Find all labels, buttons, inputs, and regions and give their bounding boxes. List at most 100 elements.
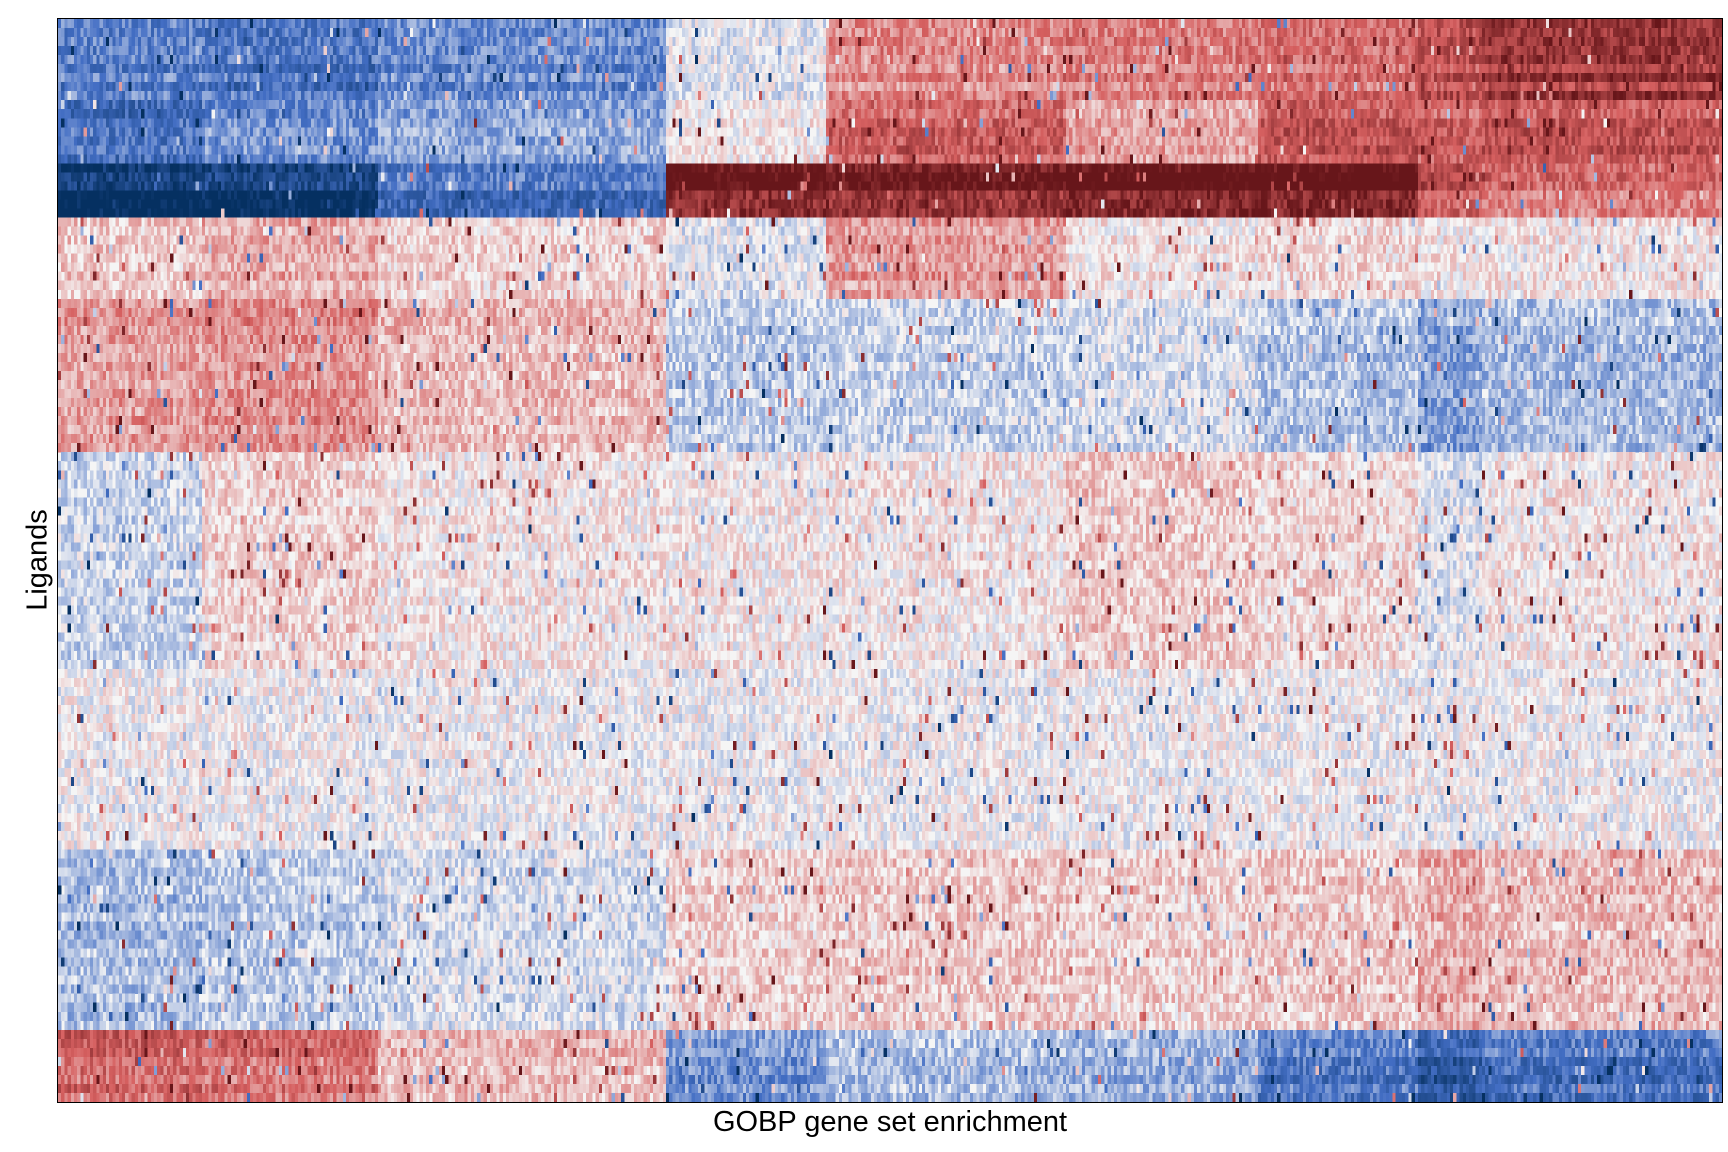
heatmap-cell [103, 46, 106, 55]
heatmap-cell [1252, 37, 1255, 46]
heatmap-cell [295, 55, 298, 64]
heatmap-cell [644, 46, 647, 55]
heatmap-cell [970, 19, 973, 28]
heatmap-cell [1402, 37, 1405, 46]
heatmap-cell [602, 37, 605, 46]
heatmap-cell [1114, 46, 1117, 55]
heatmap-cell [906, 37, 909, 46]
heatmap-cell [455, 37, 458, 46]
heatmap-cell [1012, 19, 1015, 28]
heatmap-cell [224, 46, 227, 55]
heatmap-cell [1405, 46, 1408, 55]
heatmap-cell [1210, 19, 1213, 28]
heatmap-cell [1661, 19, 1664, 28]
heatmap-cell [141, 55, 144, 64]
heatmap-cell [436, 37, 439, 46]
heatmap-cell [746, 37, 749, 46]
heatmap-cell [1040, 28, 1043, 37]
heatmap-cell [826, 37, 829, 46]
heatmap-cell [1629, 46, 1632, 55]
heatmap-cell [276, 55, 279, 64]
heatmap-cell [359, 37, 362, 46]
heatmap-cell [208, 19, 211, 28]
heatmap-cell [391, 46, 394, 55]
heatmap-cell [1114, 28, 1117, 37]
heatmap-cell [1527, 46, 1530, 55]
heatmap-cell [1284, 46, 1287, 55]
heatmap-cell [295, 37, 298, 46]
heatmap-cell [1552, 19, 1555, 28]
heatmap-cell [106, 55, 109, 64]
heatmap-cell [375, 46, 378, 55]
heatmap-cell [1028, 37, 1031, 46]
heatmap-cell [1216, 46, 1219, 55]
heatmap-cell [176, 46, 179, 55]
heatmap-cell [90, 55, 93, 64]
heatmap-cell [576, 46, 579, 55]
heatmap-cell [375, 28, 378, 37]
heatmap-cell [138, 55, 141, 64]
heatmap-cell [272, 55, 275, 64]
heatmap-cell [128, 46, 131, 55]
heatmap-cell [343, 55, 346, 64]
heatmap-cell [842, 28, 845, 37]
heatmap-cell [1172, 37, 1175, 46]
heatmap-cell [474, 19, 477, 28]
heatmap-cell [1242, 37, 1245, 46]
heatmap-cell [1543, 28, 1546, 37]
heatmap-cell [1568, 46, 1571, 55]
heatmap-cell [845, 37, 848, 46]
heatmap-cell [765, 19, 768, 28]
heatmap-cell [1399, 19, 1402, 28]
heatmap-cell [717, 19, 720, 28]
heatmap-cell [196, 46, 199, 55]
heatmap-cell [999, 19, 1002, 28]
heatmap-cell [1360, 28, 1363, 37]
heatmap-cell [308, 55, 311, 64]
heatmap-cell [311, 37, 314, 46]
heatmap-cell [87, 28, 90, 37]
heatmap-cell [260, 28, 263, 37]
heatmap-cell [468, 19, 471, 28]
heatmap-cell [64, 55, 67, 64]
heatmap-cell [381, 46, 384, 55]
heatmap-cell [132, 19, 135, 28]
heatmap-cell [1549, 46, 1552, 55]
heatmap-cell [1485, 46, 1488, 55]
heatmap-cell [1655, 46, 1658, 55]
heatmap-cell [922, 28, 925, 37]
heatmap-cell [1133, 37, 1136, 46]
heatmap-cell [1213, 28, 1216, 37]
heatmap-cell [1402, 46, 1405, 55]
heatmap-cell [951, 37, 954, 46]
heatmap-cell [944, 37, 947, 46]
heatmap-cell [692, 37, 695, 46]
heatmap-cell [1303, 46, 1306, 55]
heatmap-cell [484, 37, 487, 46]
heatmap-cell [1146, 28, 1149, 37]
heatmap-cell [279, 46, 282, 55]
heatmap-cell [1069, 28, 1072, 37]
heatmap-cell [1044, 46, 1047, 55]
heatmap-cell [333, 46, 336, 55]
heatmap-cell [1098, 19, 1101, 28]
heatmap-cell [388, 46, 391, 55]
heatmap-cell [509, 37, 512, 46]
heatmap-cell [340, 55, 343, 64]
heatmap-cell [1504, 37, 1507, 46]
heatmap-cell [794, 46, 797, 55]
heatmap-cell [1389, 37, 1392, 46]
heatmap-cell [1066, 46, 1069, 55]
heatmap-cell [1287, 19, 1290, 28]
heatmap-cell [400, 19, 403, 28]
heatmap-cell [1351, 46, 1354, 55]
heatmap-cell [416, 55, 419, 64]
heatmap-cell [327, 19, 330, 28]
heatmap-cell [1536, 28, 1539, 37]
heatmap-cell [791, 28, 794, 37]
heatmap-cell [205, 28, 208, 37]
heatmap-cell [1536, 37, 1539, 46]
heatmap-cell [388, 37, 391, 46]
heatmap-cell [596, 37, 599, 46]
heatmap-cell [804, 37, 807, 46]
